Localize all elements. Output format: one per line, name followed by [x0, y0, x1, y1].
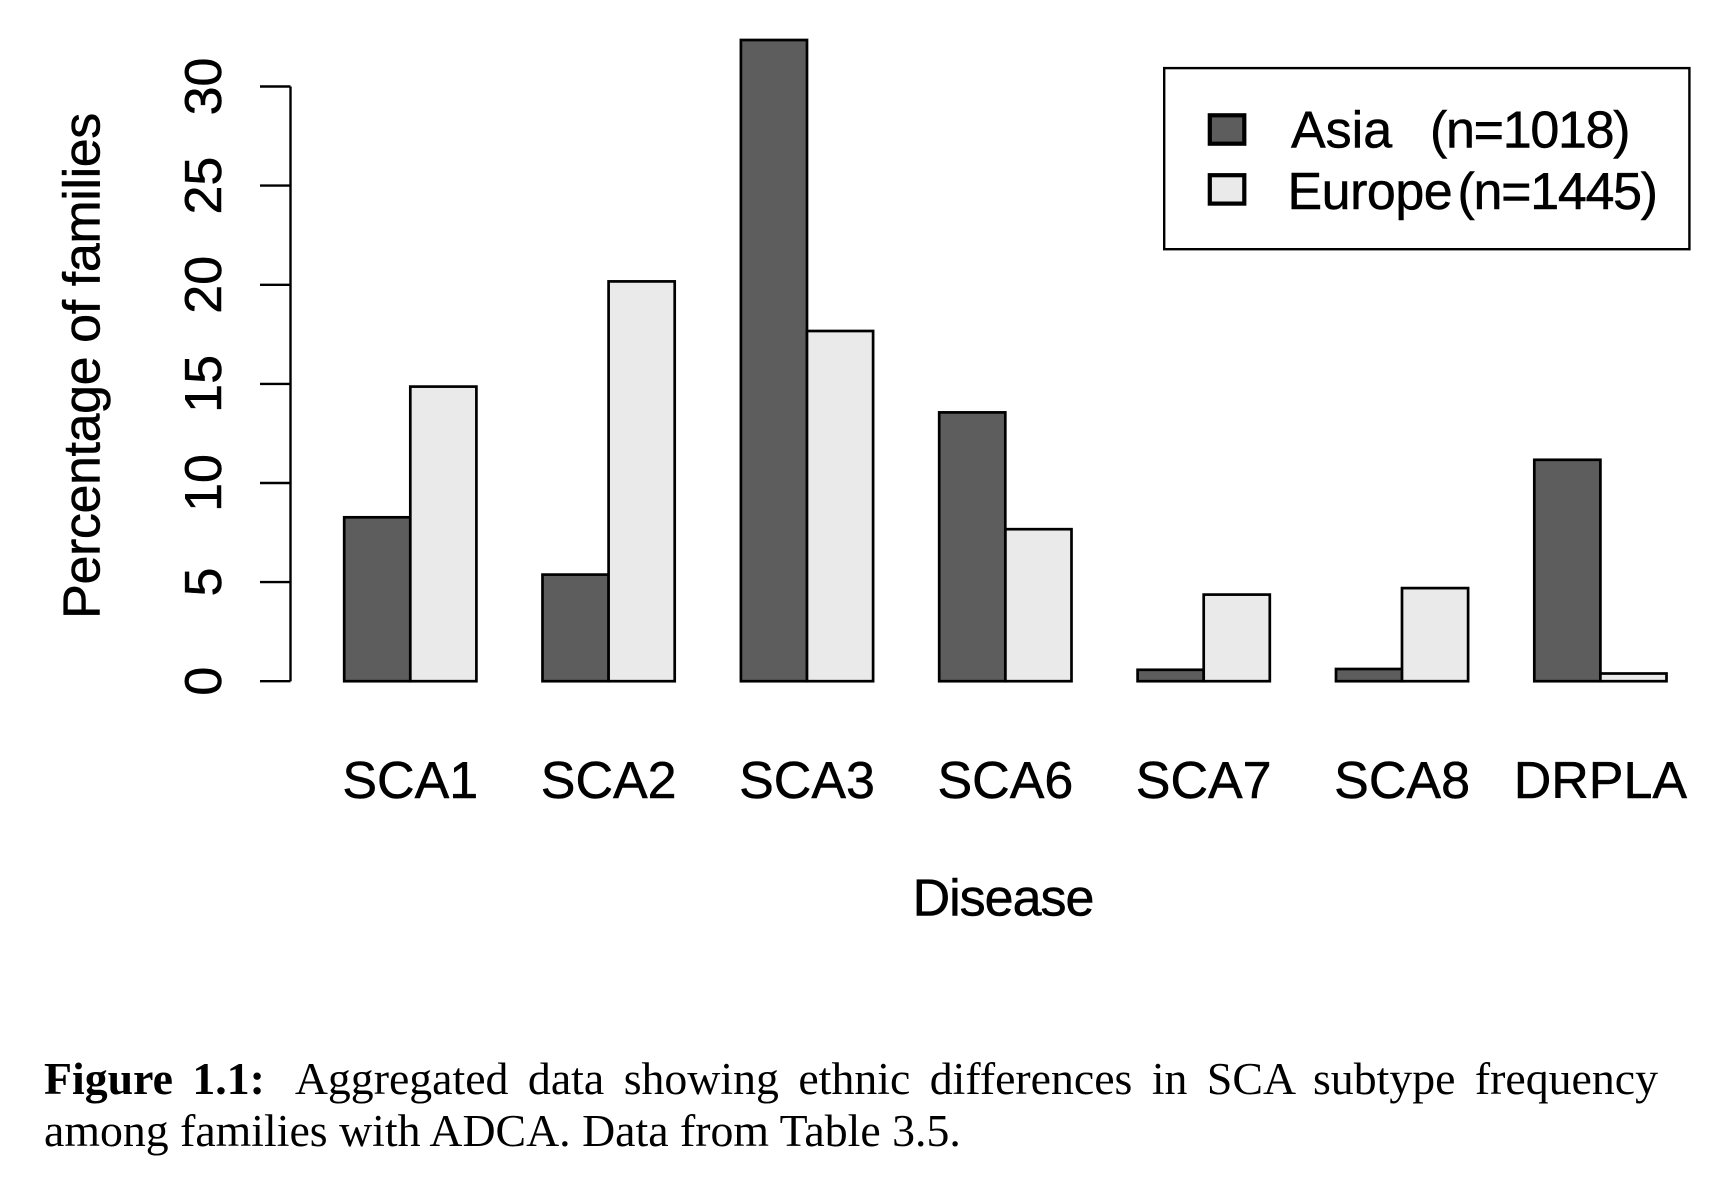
svg-text:30: 30: [175, 58, 233, 116]
svg-text:Europe: Europe: [1288, 163, 1453, 221]
svg-text:DRPLA: DRPLA: [1514, 752, 1688, 810]
svg-text:15: 15: [175, 355, 233, 413]
svg-text:SCA3: SCA3: [739, 752, 875, 810]
svg-text:SCA2: SCA2: [541, 752, 677, 810]
svg-text:Asia: Asia: [1291, 102, 1392, 160]
svg-text:Disease: Disease: [913, 869, 1094, 927]
svg-text:20: 20: [175, 256, 233, 314]
svg-text:5: 5: [175, 568, 233, 597]
svg-text:Percentage of families: Percentage of families: [54, 113, 112, 619]
svg-text:SCA6: SCA6: [937, 752, 1073, 810]
svg-text:0: 0: [175, 667, 233, 696]
svg-text:SCA8: SCA8: [1334, 752, 1470, 810]
svg-text:10: 10: [175, 454, 233, 512]
svg-text:(n=1445): (n=1445): [1458, 163, 1657, 221]
svg-text:SCA7: SCA7: [1136, 752, 1272, 810]
svg-text:25: 25: [175, 157, 233, 215]
svg-text:(n=1018): (n=1018): [1430, 102, 1629, 160]
svg-text:SCA1: SCA1: [342, 752, 478, 810]
